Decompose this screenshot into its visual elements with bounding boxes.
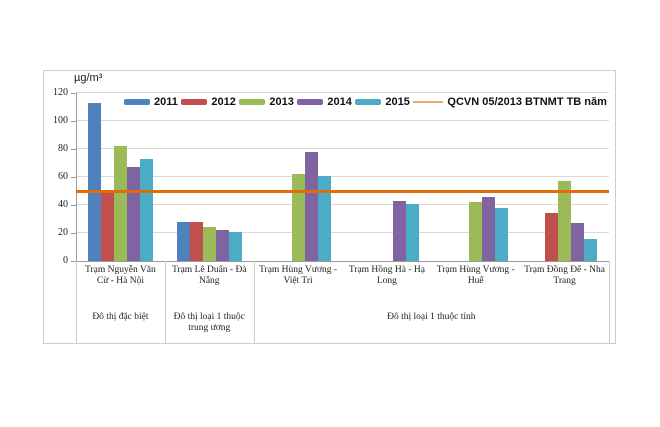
- legend-label: 2011: [154, 96, 178, 108]
- bar-2014: [126, 167, 140, 261]
- bar-2013: [469, 202, 483, 261]
- gridline-40: [76, 204, 609, 205]
- bar-group-1: [76, 93, 165, 261]
- x-axis-line: [76, 261, 609, 262]
- gridline-120: [76, 92, 609, 93]
- reference-line: [76, 190, 609, 193]
- bar-2012: [545, 213, 559, 261]
- bar-2011: [87, 102, 101, 261]
- gridline-60: [76, 176, 609, 177]
- y-tick-label: 0: [63, 255, 68, 266]
- legend-item-reference: QCVN 05/2013 BTNMT TB năm: [413, 96, 607, 108]
- legend: 2011 2012 2013 2014 2015 QCVN 05/2013 BTNMT T…: [124, 96, 607, 108]
- category-axis-zones: Đô thị đặc biệt Đô thị loại 1 thuộc trung…: [76, 311, 609, 343]
- bar-2013: [113, 146, 127, 261]
- bar-2014: [304, 151, 318, 261]
- station-label: Trạm Nguyễn Văn Cừ - Hà Nội: [85, 265, 156, 286]
- legend-label: 2015: [385, 96, 410, 108]
- gridline-80: [76, 148, 609, 149]
- zone-label: Đô thị loại 1 thuộc tỉnh: [387, 312, 476, 322]
- legend-label: 2012: [211, 96, 236, 108]
- bar-2012: [189, 221, 203, 261]
- bar-2015: [228, 231, 242, 261]
- station-label: Trạm Hồng Hà - Hạ Long: [348, 265, 425, 286]
- bar-group-3: [254, 93, 343, 261]
- bar-2014: [482, 196, 496, 261]
- y-tick-label: 80: [58, 143, 68, 154]
- category-separator: [609, 261, 610, 343]
- station-label: Trạm Hùng Vương - Việt Trì: [259, 265, 338, 286]
- zone-label: Đô thị loại 1 thuộc trung ương: [173, 312, 245, 333]
- chart-frame: µg/m³ 0 20 40 60 80 100 120 2011 2012 2013 2014 201…: [43, 70, 616, 344]
- bar-groups: [76, 93, 609, 261]
- legend-swatch-2015: [355, 99, 382, 105]
- legend-label: 2014: [327, 96, 352, 108]
- legend-label: QCVN 05/2013 BTNMT TB năm: [447, 96, 607, 108]
- category-separator: [164, 261, 166, 343]
- bar-2015: [317, 175, 331, 261]
- y-tick-label: 120: [53, 87, 68, 98]
- legend-item-2011: 2011: [124, 96, 178, 108]
- legend-label: 2013: [269, 96, 294, 108]
- legend-swatch-2013: [239, 99, 266, 105]
- station-label: Trạm Lê Duẩn - Đà Nẵng: [171, 265, 247, 286]
- gridline-100: [76, 120, 609, 121]
- bar-group-2: [165, 93, 254, 261]
- bar-2013: [558, 181, 572, 261]
- bar-group-6: [520, 93, 609, 261]
- y-tick-label: 20: [58, 227, 68, 238]
- y-tick-mark-120: [71, 93, 76, 94]
- station-label: Trạm Đồng Đế - Nha Trang: [524, 265, 606, 286]
- bar-2015: [406, 203, 420, 261]
- bar-group-4: [342, 93, 431, 261]
- y-axis-line: [76, 93, 77, 261]
- y-tick-mark-40: [71, 205, 76, 206]
- bar-2011: [176, 221, 190, 261]
- legend-item-2012: 2012: [181, 96, 236, 108]
- station-label: Trạm Hùng Vương - Huế: [436, 265, 515, 286]
- gridline-20: [76, 232, 609, 233]
- bar-2012: [100, 189, 114, 261]
- legend-swatch-2012: [181, 99, 208, 105]
- bar-2013: [202, 227, 216, 261]
- legend-swatch-reference-line: [413, 101, 444, 103]
- bar-2014: [215, 230, 229, 261]
- bar-group-5: [431, 93, 520, 261]
- y-axis-title: µg/m³: [74, 72, 103, 84]
- legend-item-2014: 2014: [297, 96, 352, 108]
- category-axis-stations: Trạm Nguyễn Văn Cừ - Hà Nội Trạm Lê Duẩn …: [76, 263, 609, 309]
- y-tick-mark-60: [71, 177, 76, 178]
- y-tick-mark-0: [71, 261, 76, 262]
- legend-item-2013: 2013: [239, 96, 294, 108]
- y-tick-label: 100: [53, 115, 68, 126]
- bar-2013: [291, 174, 305, 261]
- bar-2015: [139, 158, 153, 261]
- y-tick-label: 40: [58, 199, 68, 210]
- legend-item-2015: 2015: [355, 96, 410, 108]
- bar-2015: [584, 238, 598, 261]
- y-tick-mark-80: [71, 149, 76, 150]
- y-tick-mark-20: [71, 233, 76, 234]
- bar-2014: [571, 223, 585, 261]
- category-separator: [253, 261, 255, 343]
- legend-swatch-2011: [124, 99, 150, 105]
- y-tick-mark-100: [71, 121, 76, 122]
- bar-2014: [393, 200, 407, 261]
- legend-swatch-2014: [297, 99, 324, 105]
- y-tick-label: 60: [58, 171, 68, 182]
- bar-2015: [495, 207, 509, 261]
- zone-label: Đô thị đặc biệt: [92, 312, 149, 322]
- plot-area: 0 20 40 60 80 100 120 2011 2012 2013 2014 2015 QCVN …: [53, 87, 609, 266]
- category-separator: [76, 261, 77, 343]
